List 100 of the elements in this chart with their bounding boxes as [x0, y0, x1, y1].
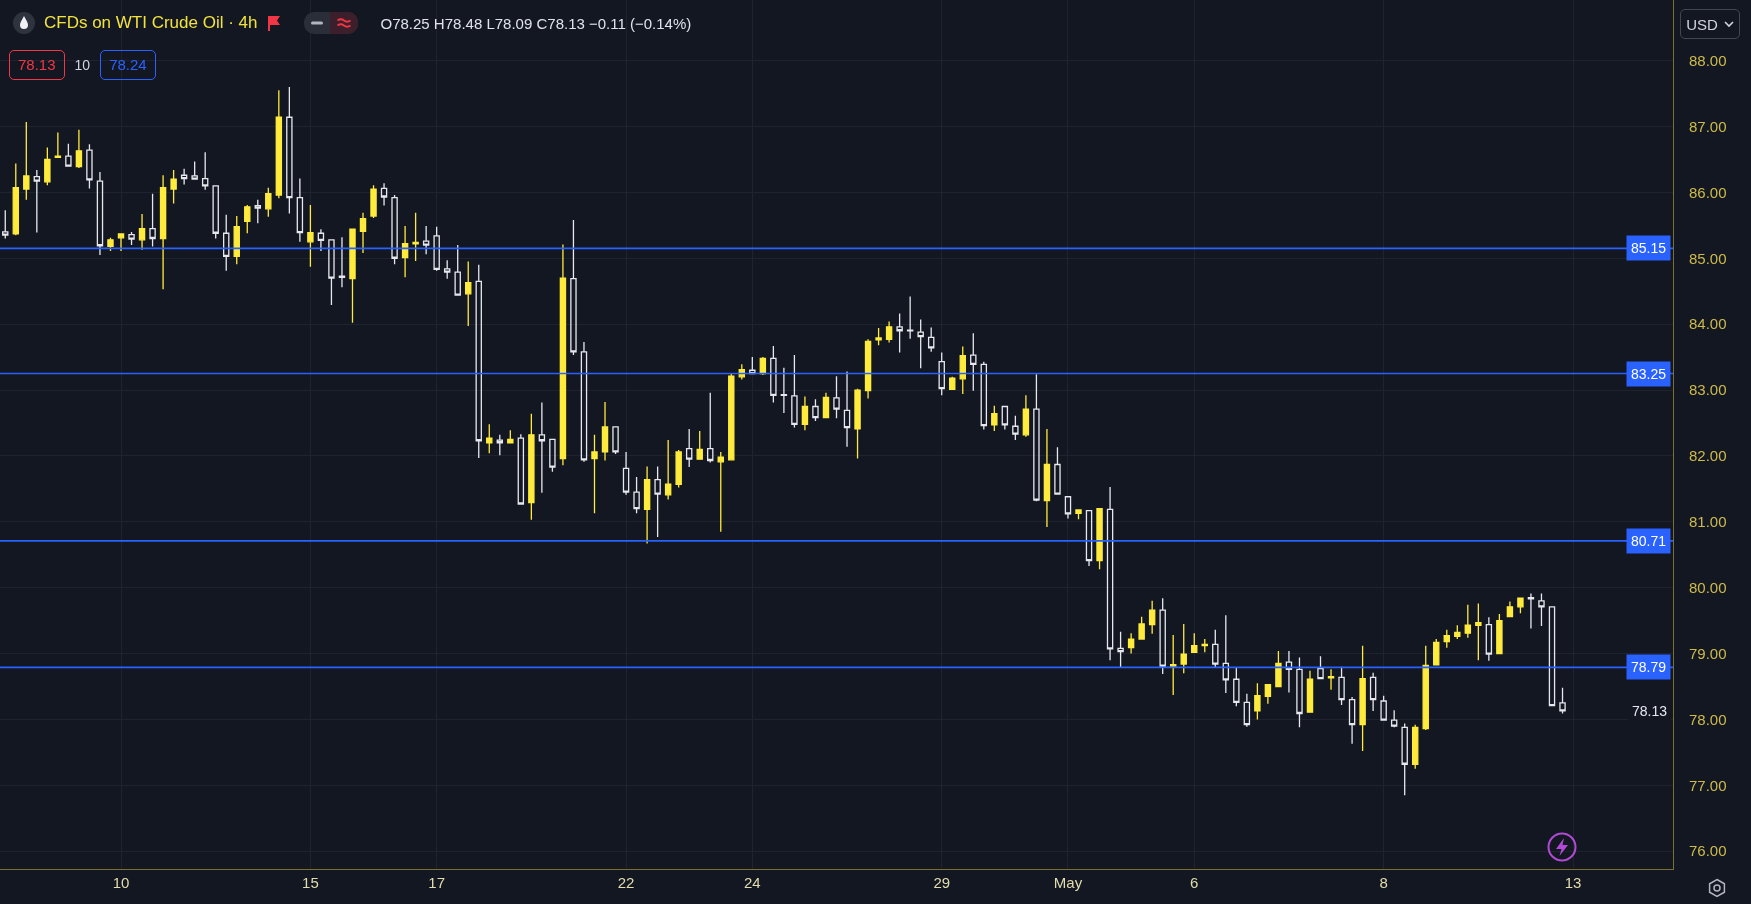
- candlestick: [1485, 616, 1493, 662]
- annotation: 78.24: [100, 50, 156, 80]
- candlestick: [65, 142, 72, 168]
- candlestick: [1254, 682, 1261, 721]
- candlestick: [244, 204, 251, 234]
- x-tick-label: 13: [1564, 874, 1582, 891]
- candlestick: [1043, 428, 1051, 528]
- candlestick: [717, 451, 724, 533]
- ref-line-label: 85.15: [1631, 240, 1667, 256]
- candlestick: [1296, 656, 1303, 728]
- candlestick: [1233, 667, 1240, 707]
- candlestick: [317, 228, 325, 252]
- candlestick: [1264, 683, 1272, 705]
- candlestick: [791, 354, 798, 429]
- candlestick: [675, 449, 682, 489]
- candlestick: [728, 372, 735, 462]
- candlestick: [128, 231, 135, 246]
- candlestick: [1401, 722, 1408, 796]
- candlestick: [1380, 695, 1387, 722]
- candlestick: [612, 426, 619, 455]
- candlestick: [833, 375, 840, 420]
- candlestick: [1033, 373, 1040, 503]
- candlestick: [517, 433, 525, 505]
- candlestick: [1443, 629, 1450, 649]
- candlestick: [1369, 672, 1377, 712]
- candlestick: [1096, 507, 1103, 570]
- ref-line-label: 80.71: [1631, 533, 1667, 549]
- text: CFDs on WTI Crude Oil · 4h: [44, 13, 258, 33]
- candlestick: [1433, 638, 1440, 667]
- y-tick-label: 77.00: [1689, 776, 1727, 794]
- candlestick: [1138, 616, 1145, 641]
- candlestick: [801, 395, 809, 431]
- candlestick: [854, 388, 861, 460]
- candlestick: [559, 243, 567, 466]
- candlestick: [1275, 650, 1282, 688]
- y-tick-label: 82.00: [1689, 447, 1727, 465]
- candlestick: [1475, 602, 1482, 661]
- candlestick: [170, 169, 177, 205]
- candlestick: [338, 236, 346, 288]
- candlestick: [1464, 604, 1472, 639]
- candlestick: [1169, 634, 1177, 696]
- candlestick: [633, 476, 640, 514]
- candlestick: [1411, 724, 1419, 770]
- candlestick: [938, 351, 945, 396]
- y-tick-label: 78.00: [1689, 710, 1727, 728]
- y-tick-label: 87.00: [1689, 117, 1727, 135]
- candlestick: [749, 356, 756, 375]
- candlestick: [1085, 509, 1093, 567]
- candlestick: [885, 320, 893, 344]
- candlestick: [12, 162, 20, 236]
- y-tick-label: 83.00: [1689, 381, 1727, 399]
- candlestick: [538, 401, 546, 494]
- candlestick: [33, 169, 41, 234]
- candlestick: [159, 174, 167, 290]
- ref-line-label: 78.79: [1631, 659, 1667, 675]
- candlestick: [570, 219, 577, 356]
- candlestick: [696, 430, 703, 460]
- candlestick: [1159, 597, 1166, 675]
- y-tick-label: 84.00: [1689, 315, 1727, 333]
- candlestick: [286, 86, 293, 215]
- text: O78.25 H78.48 L78.09 C78.13 −0.11 (−0.14%): [380, 14, 692, 32]
- candlestick: [1180, 623, 1187, 674]
- candlestick: [1117, 631, 1124, 669]
- candlestick: [528, 413, 535, 521]
- candlestick: [654, 465, 661, 538]
- candlestick: [1191, 632, 1198, 654]
- candlestick: [1348, 696, 1356, 745]
- y-tick-label: 80.00: [1689, 578, 1727, 596]
- x-tick-label: 15: [302, 874, 319, 891]
- x-tick-label: 17: [428, 874, 445, 891]
- candlestick: [1075, 508, 1082, 520]
- candlestick: [296, 177, 304, 243]
- x-tick-label: 29: [933, 874, 951, 891]
- candlestick: [707, 392, 714, 464]
- candlestick: [307, 204, 314, 268]
- candlestick: [370, 184, 377, 219]
- candlestick: [643, 465, 651, 545]
- x-tick-label: 6: [1190, 874, 1199, 891]
- annotation: 78.13: [1632, 703, 1668, 719]
- candlestick: [896, 312, 903, 354]
- candlestick: [770, 345, 777, 404]
- x-tick-label: May: [1053, 874, 1083, 891]
- candlestick: [917, 318, 924, 369]
- x-tick-label: 10: [112, 874, 130, 891]
- y-tick-label: 76.00: [1689, 842, 1727, 860]
- x-tick-label: 24: [743, 874, 761, 891]
- candlestick: [138, 213, 146, 251]
- candlestick: [191, 160, 198, 181]
- candlestick: [96, 171, 104, 256]
- candlestick: [1012, 415, 1019, 441]
- candlestick: [422, 225, 430, 255]
- y-tick-label: 81.00: [1689, 513, 1727, 531]
- candlestick: [1496, 613, 1503, 655]
- candlestick: [864, 338, 872, 400]
- candlestick: [549, 438, 556, 473]
- candlestick: [812, 398, 819, 422]
- candlestick: [1106, 486, 1114, 661]
- candlestick: [1001, 405, 1009, 431]
- candlestick: [359, 212, 367, 254]
- y-tick-label: 79.00: [1689, 644, 1727, 662]
